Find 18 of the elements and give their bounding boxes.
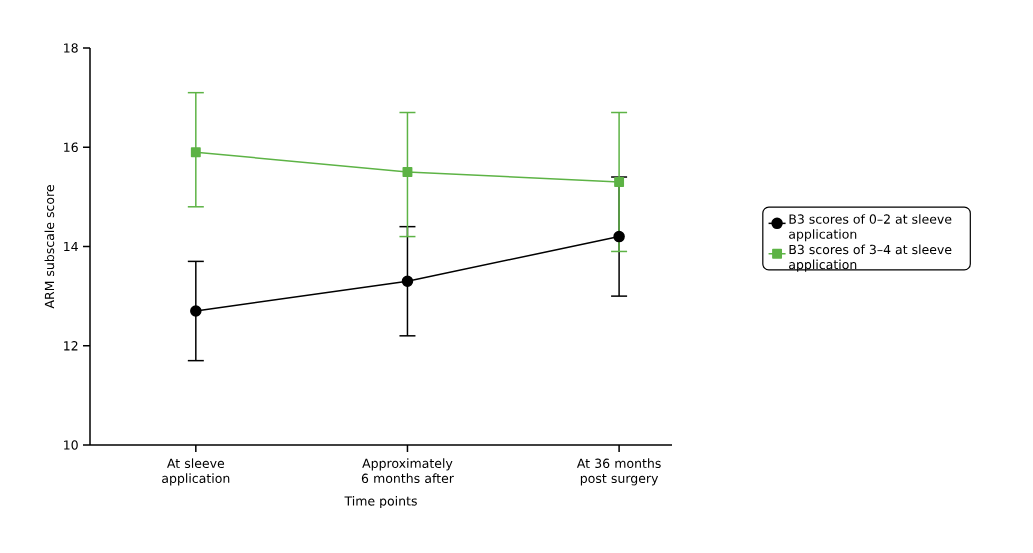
x-tick-label: At sleeve application bbox=[162, 458, 230, 486]
y-tick-label: 12 bbox=[64, 341, 78, 351]
y-tick-label: 10 bbox=[64, 440, 78, 450]
point bbox=[190, 147, 201, 158]
point bbox=[614, 177, 625, 187]
y-tick-label: 16 bbox=[64, 142, 78, 152]
legend-label: B3 scores of 0–2 at sleeve application bbox=[789, 214, 952, 242]
point bbox=[190, 305, 202, 317]
x-axis-title: Time points bbox=[344, 495, 417, 509]
y-tick-label: 18 bbox=[64, 43, 78, 53]
point bbox=[402, 167, 413, 178]
y-tick-label: 14 bbox=[64, 241, 78, 252]
legend-label: B3 scores of 3–4 at sleeve application bbox=[789, 244, 952, 272]
x-tick-label: Approximately 6 months after bbox=[361, 458, 454, 484]
point bbox=[613, 230, 625, 243]
x-tick-label: At 36 months post surgery bbox=[576, 458, 661, 486]
point bbox=[401, 275, 414, 287]
y-axis-title: ARM subscale score bbox=[44, 185, 55, 309]
